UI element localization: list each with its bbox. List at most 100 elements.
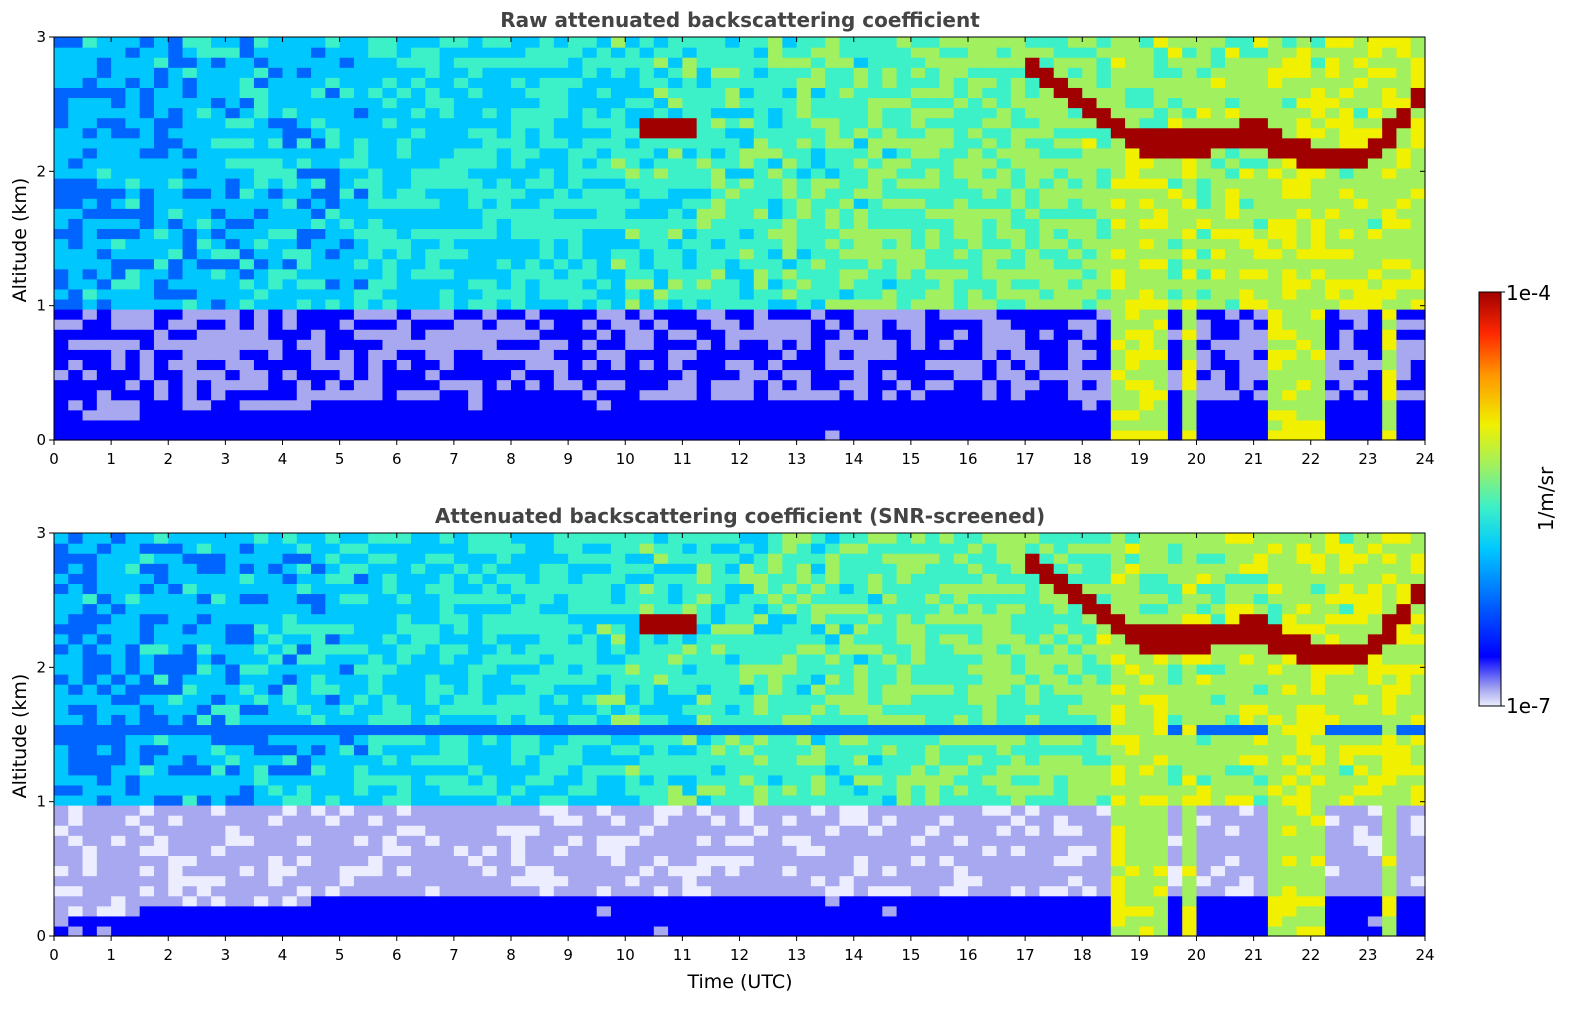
heatmap-cell <box>96 805 112 816</box>
heatmap-cell <box>1225 288 1240 300</box>
heatmap-cell <box>1239 359 1255 371</box>
heatmap-cell <box>311 147 326 159</box>
heatmap-cell <box>411 188 426 199</box>
heatmap-cell <box>268 895 284 907</box>
heatmap-cell <box>196 379 212 391</box>
heatmap-cell <box>968 47 983 58</box>
heatmap-cell <box>82 573 98 584</box>
heatmap-cell <box>668 57 683 68</box>
heatmap-cell <box>853 339 869 350</box>
heatmap-cell <box>339 815 355 826</box>
heatmap-cell <box>1353 389 1369 401</box>
heatmap-cell <box>282 349 298 360</box>
heatmap-cell <box>253 643 269 655</box>
heatmap-cell <box>625 157 641 169</box>
heatmap-cell <box>253 369 269 381</box>
heatmap-cell <box>696 127 712 139</box>
heatmap-cell <box>1153 67 1169 78</box>
heatmap-cell <box>882 419 898 431</box>
heatmap-cell <box>182 875 198 887</box>
heatmap-cell <box>111 67 127 78</box>
heatmap-cell <box>1339 379 1355 391</box>
heatmap-cell <box>1153 167 1169 179</box>
heatmap-cell <box>1053 409 1069 421</box>
heatmap-cell <box>196 835 212 846</box>
heatmap-cell <box>282 925 298 937</box>
heatmap-cell <box>753 329 769 340</box>
heatmap-cell <box>996 379 1012 391</box>
heatmap-cell <box>782 87 798 99</box>
heatmap-cell <box>668 429 683 441</box>
heatmap-cell <box>1039 57 1055 68</box>
heatmap-cell <box>1225 369 1240 381</box>
heatmap-cell <box>953 258 969 270</box>
heatmap-cell <box>1182 87 1198 99</box>
heatmap-cell <box>1067 167 1083 179</box>
heatmap-cell <box>825 298 841 310</box>
heatmap-cell <box>1182 167 1198 179</box>
heatmap-cell <box>1139 399 1155 411</box>
heatmap-cell <box>311 754 326 766</box>
heatmap-cell <box>311 895 326 907</box>
heatmap-cell <box>996 339 1012 350</box>
heatmap-cell <box>396 583 412 595</box>
heatmap-cell <box>825 268 841 280</box>
heatmap-cell <box>853 298 869 310</box>
heatmap-cell <box>525 167 541 179</box>
heatmap-cell <box>839 137 855 149</box>
heatmap-cell <box>1167 178 1183 189</box>
heatmap-cell <box>1410 339 1426 350</box>
heatmap-cell <box>825 208 841 219</box>
heatmap-cell <box>725 399 741 411</box>
heatmap-cell <box>868 167 883 179</box>
heatmap-cell <box>396 208 412 219</box>
heatmap-cell <box>482 278 498 290</box>
heatmap-cell <box>225 137 241 149</box>
heatmap-cell <box>1110 137 1126 149</box>
heatmap-cell <box>296 228 312 240</box>
heatmap-cell <box>268 663 284 675</box>
heatmap-cell <box>1096 117 1112 129</box>
heatmap-cell <box>368 389 384 401</box>
heatmap-cell <box>1367 288 1383 300</box>
heatmap-cell <box>1025 238 1041 250</box>
heatmap-cell <box>1110 248 1126 260</box>
heatmap-cell <box>1353 309 1369 320</box>
heatmap-cell <box>153 198 169 209</box>
heatmap-cell <box>925 67 941 78</box>
heatmap-cell <box>325 349 341 360</box>
heatmap-cell <box>768 409 783 421</box>
heatmap-cell <box>1225 309 1240 320</box>
heatmap-cell <box>82 167 98 179</box>
heatmap-cell <box>853 369 869 381</box>
heatmap-cell <box>910 87 926 99</box>
heatmap-cell <box>82 349 98 360</box>
heatmap-cell <box>1239 87 1255 99</box>
heatmap-cell <box>839 117 855 129</box>
heatmap-cell <box>139 117 155 129</box>
heatmap-cell <box>1267 67 1283 78</box>
heatmap-cell <box>1153 147 1169 159</box>
heatmap-cell <box>68 805 84 816</box>
heatmap-cell <box>868 37 883 48</box>
heatmap-cell <box>139 298 155 310</box>
heatmap-cell <box>568 157 584 169</box>
heatmap-cell <box>353 309 369 320</box>
heatmap-cell <box>1025 147 1041 159</box>
heatmap-cell <box>1225 157 1240 169</box>
heatmap-cell <box>1339 288 1355 300</box>
heatmap-cell <box>882 57 898 68</box>
heatmap-cell <box>96 583 112 595</box>
heatmap-cell <box>211 563 226 574</box>
heatmap-cell <box>54 563 69 574</box>
heatmap-cell <box>211 278 226 290</box>
heatmap-cell <box>382 653 398 665</box>
heatmap-cell <box>1125 127 1140 139</box>
heatmap-cell <box>996 188 1012 199</box>
heatmap-cell <box>96 107 112 119</box>
heatmap-cell <box>725 77 741 88</box>
heatmap-cell <box>54 784 69 796</box>
heatmap-cell <box>1339 137 1355 149</box>
heatmap-cell <box>868 218 883 230</box>
heatmap-cell <box>425 815 441 826</box>
